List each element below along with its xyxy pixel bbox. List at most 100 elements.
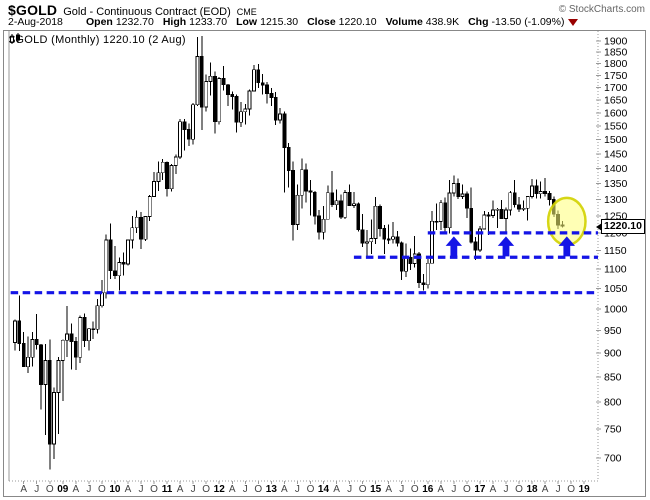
x-axis-label: 09	[57, 484, 69, 495]
x-axis-label: 12	[214, 484, 226, 495]
candle-up	[352, 203, 356, 207]
y-axis-label: 1150	[604, 245, 627, 257]
x-axis-label: A	[177, 484, 184, 495]
y-axis-label: 800	[604, 397, 622, 409]
candle-down	[17, 320, 22, 344]
x-axis-label: J	[243, 484, 248, 495]
candle-down	[273, 96, 278, 121]
candle-up	[247, 90, 252, 110]
candle-down	[417, 253, 421, 284]
quote-fields: Open 1232.70 High 1233.70 Low 1215.30 Close 122…	[86, 16, 587, 28]
x-axis-label: 18	[526, 484, 538, 495]
candle-down	[260, 82, 265, 86]
candle-up	[373, 205, 378, 239]
y-axis-label: 1600	[604, 107, 628, 119]
candle-up	[460, 193, 465, 198]
x-axis-label: 15	[370, 484, 382, 495]
candles-group	[13, 35, 565, 470]
candle-down	[108, 239, 113, 272]
x-axis-label: O	[515, 484, 523, 495]
x-axis-label: J	[86, 484, 91, 495]
candle-up	[369, 238, 374, 243]
candle-up	[321, 218, 326, 233]
up-arrow-icon	[558, 236, 576, 257]
candle-up	[365, 241, 369, 244]
candle-down	[378, 205, 382, 229]
x-axis-label: O	[463, 484, 471, 495]
quote-item-label: Open	[86, 16, 113, 28]
legend-text: $GOLD (Monthly) 1220.10 (2 Aug)	[9, 33, 186, 46]
y-axis-label: 1450	[604, 148, 628, 160]
candle-down	[464, 193, 469, 209]
candle-down	[304, 169, 309, 192]
symbol-description: Gold - Continuous Contract (EOD)	[63, 6, 231, 18]
last-price-axis-label: 1220.10	[596, 219, 645, 234]
candle-up	[217, 78, 222, 123]
candle-up	[208, 75, 213, 82]
y-axis-label: 950	[604, 325, 622, 337]
quote-item-label: Volume	[385, 16, 423, 28]
candle-down	[282, 113, 287, 148]
candle-up	[126, 239, 130, 265]
candle-up	[278, 113, 282, 121]
candle-down	[308, 190, 313, 193]
x-axis-label: J	[556, 484, 561, 495]
candle-up	[169, 165, 174, 190]
y-axis-label: 900	[604, 348, 622, 360]
quote-item-value: 1233.70	[189, 16, 228, 28]
y-axis-label: 1700	[604, 82, 628, 94]
candle-up	[425, 262, 430, 286]
candle-up	[130, 227, 135, 241]
candle-up	[86, 328, 91, 342]
x-axis-label: A	[542, 484, 549, 495]
symbol: $GOLD	[8, 2, 58, 18]
y-axis-label: 1400	[604, 163, 628, 175]
candle-up	[243, 108, 248, 113]
quote-item: Open 1232.70	[86, 16, 154, 28]
candle-down	[165, 161, 169, 190]
candle-up	[451, 183, 456, 194]
x-axis-label: 17	[474, 484, 486, 495]
x-axis-label: O	[254, 484, 262, 495]
candle-up	[143, 216, 148, 240]
x-axis-label: A	[437, 484, 444, 495]
candle-up	[478, 228, 482, 251]
candle-down	[139, 216, 143, 240]
candle-up	[104, 239, 109, 294]
candle-down	[212, 75, 217, 123]
candle-up	[56, 360, 61, 393]
y-axis-label: 1100	[604, 264, 627, 276]
candle-up	[325, 192, 330, 220]
y-axis-label: 1550	[604, 121, 628, 133]
candle-up	[482, 214, 487, 230]
candle-up	[30, 338, 35, 358]
candle-down	[269, 92, 274, 98]
candle-down	[408, 256, 413, 264]
up-arrow-icon	[445, 236, 463, 257]
candle-down	[338, 200, 343, 218]
x-axis-label: A	[72, 484, 79, 495]
x-axis-label: 19	[579, 484, 591, 495]
candle-down	[382, 228, 387, 240]
quote-item: Close 1220.10	[307, 16, 377, 28]
candle-down	[265, 84, 269, 94]
candle-down	[39, 344, 43, 385]
x-axis-label: J	[399, 484, 404, 495]
candle-up	[508, 192, 513, 211]
x-axis-label: J	[139, 484, 144, 495]
candle-down	[434, 220, 439, 223]
candle-up	[343, 192, 348, 218]
candle-down	[73, 341, 78, 358]
candle-down	[34, 338, 39, 346]
candle-up	[521, 207, 526, 210]
candle-down	[456, 183, 461, 198]
chart-legend: $GOLD (Monthly) 1220.10 (2 Aug)	[9, 33, 186, 46]
quote-item-label: Chg	[468, 16, 489, 28]
candle-up	[295, 194, 300, 226]
candle-up	[52, 392, 57, 445]
candle-down	[499, 208, 504, 219]
candle-up	[26, 356, 30, 368]
candle-down	[360, 229, 365, 244]
candle-down	[256, 69, 261, 84]
x-axis-label: O	[359, 484, 367, 495]
